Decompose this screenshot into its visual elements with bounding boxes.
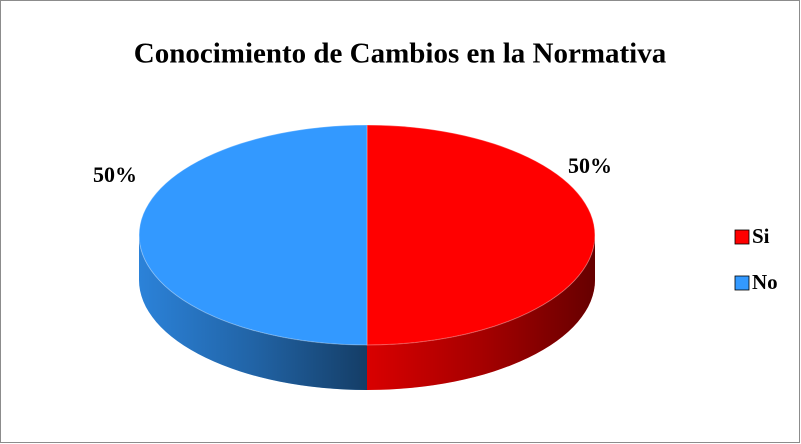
pie-slice [138,124,368,346]
pie-slice-side-shade [139,235,367,390]
legend-swatch [734,275,750,291]
legend-label: Si [752,224,770,248]
legend-label: No [752,270,778,294]
pie-slice-side-shade [367,235,595,390]
data-label: 50% [568,153,612,178]
pie-slice [366,124,596,346]
data-label: 50% [93,162,137,187]
chart-title: Conocimiento de Cambios en la Normativa [134,38,667,70]
legend-swatch [734,229,750,245]
